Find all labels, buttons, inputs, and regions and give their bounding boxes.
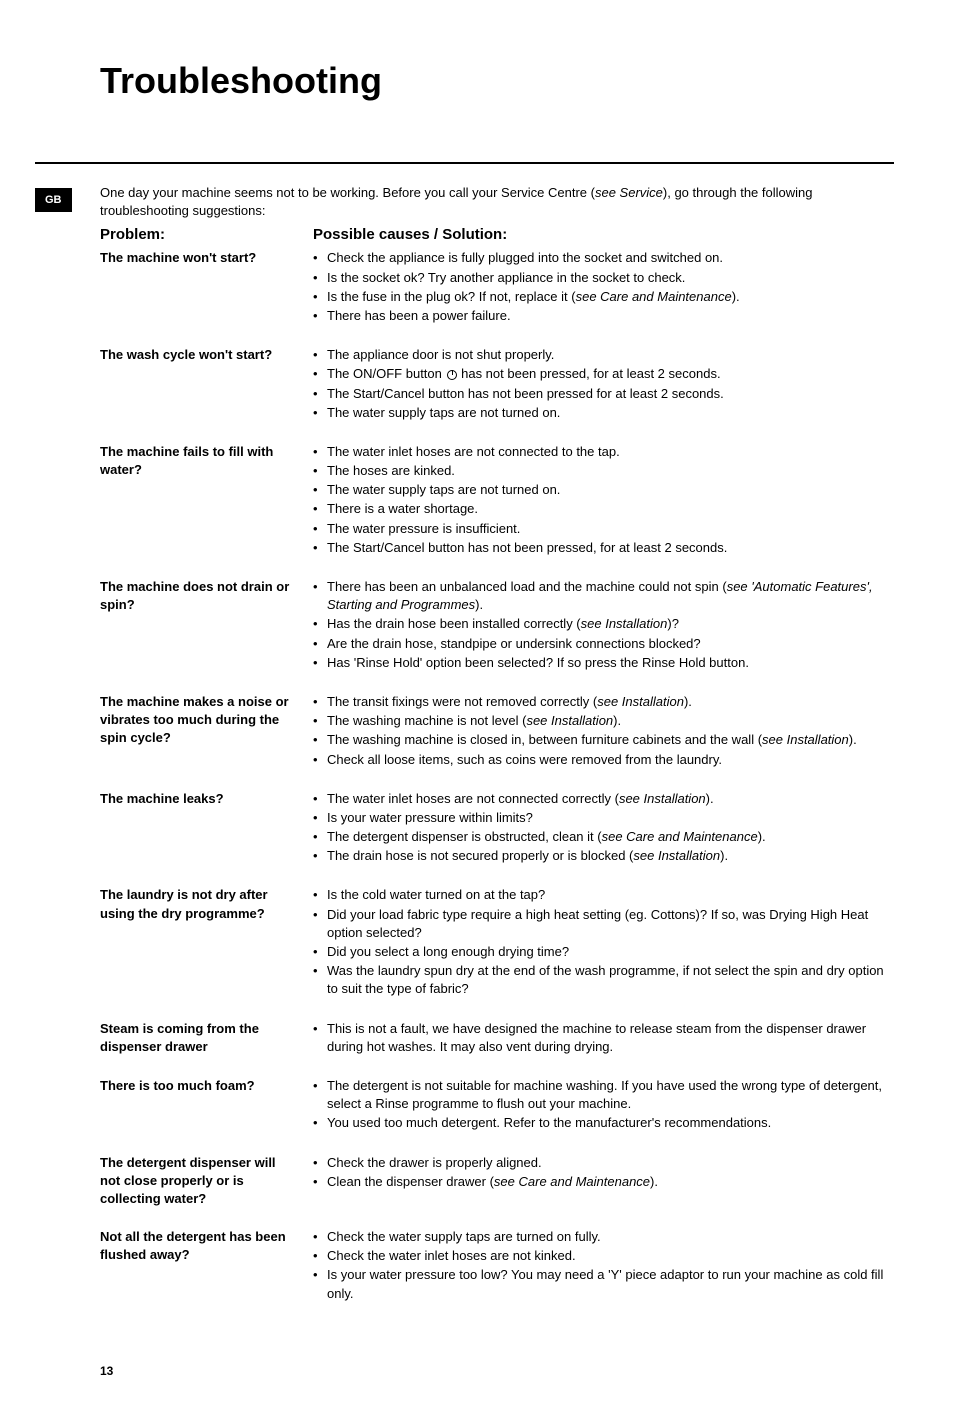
solution-list: The transit fixings were not removed cor… <box>313 693 894 770</box>
solution-item: Check the drawer is properly aligned. <box>313 1154 894 1172</box>
header-solution: Possible causes / Solution: <box>313 226 894 243</box>
solution-list: Check the drawer is properly aligned.Cle… <box>313 1154 894 1209</box>
table-row: The machine does not drain or spin?There… <box>100 578 894 673</box>
main-content: One day your machine seems not to be wor… <box>100 184 894 1324</box>
solution-list: Check the water supply taps are turned o… <box>313 1228 894 1304</box>
title-divider <box>35 162 894 164</box>
problem-text: The machine leaks? <box>100 790 313 867</box>
solution-item: Is your water pressure within limits? <box>313 809 894 827</box>
solution-item: Check the water inlet hoses are not kink… <box>313 1247 894 1265</box>
problem-text: The machine fails to fill with water? <box>100 443 313 558</box>
solution-item: The detergent dispenser is obstructed, c… <box>313 828 894 846</box>
solution-item: The washing machine is not level (see In… <box>313 712 894 730</box>
problem-text: The laundry is not dry after using the d… <box>100 886 313 999</box>
table-row: The detergent dispenser will not close p… <box>100 1154 894 1209</box>
problem-text: The machine does not drain or spin? <box>100 578 313 673</box>
language-badge: GB <box>35 188 72 212</box>
solution-item: The detergent is not suitable for machin… <box>313 1077 894 1113</box>
solution-list: Is the cold water turned on at the tap? D… <box>313 886 894 999</box>
solution-item: Did your load fabric type require a high… <box>313 906 894 942</box>
solution-item: There has been a power failure. <box>313 307 894 325</box>
solution-list: The water inlet hoses are not connected … <box>313 443 894 558</box>
table-row: The machine won't start?Check the applia… <box>100 249 894 326</box>
table-row: There is too much foam?The detergent is … <box>100 1077 894 1134</box>
problem-text: The wash cycle won't start? <box>100 346 313 423</box>
solution-item: Is the fuse in the plug ok? If not, repl… <box>313 288 894 306</box>
intro-text: One day your machine seems not to be wor… <box>100 184 894 220</box>
solution-item: This is not a fault, we have designed th… <box>313 1020 894 1056</box>
solution-item: Check the appliance is fully plugged int… <box>313 249 894 267</box>
header-problem: Problem: <box>100 226 313 243</box>
solution-item: Is the cold water turned on at the tap? <box>313 886 894 904</box>
troubleshooting-table: The machine won't start?Check the applia… <box>100 249 894 1303</box>
solution-item: Check all loose items, such as coins wer… <box>313 751 894 769</box>
problem-text: The detergent dispenser will not close p… <box>100 1154 313 1209</box>
table-row: Not all the detergent has been flushed a… <box>100 1228 894 1304</box>
solution-list: The appliance door is not shut properly.… <box>313 346 894 423</box>
page-title: Troubleshooting <box>100 60 894 102</box>
solution-item: The drain hose is not secured properly o… <box>313 847 894 865</box>
solution-item: The ON/OFF button has not been pressed, … <box>313 365 894 383</box>
page-number: 13 <box>100 1364 894 1378</box>
solution-item: Has the drain hose been installed correc… <box>313 615 894 633</box>
table-row: The machine fails to fill with water?The… <box>100 443 894 558</box>
solution-item: The water supply taps are not turned on. <box>313 404 894 422</box>
solution-item: The appliance door is not shut properly. <box>313 346 894 364</box>
solution-item: Did you select a long enough drying time… <box>313 943 894 961</box>
table-row: The machine leaks?The water inlet hoses … <box>100 790 894 867</box>
solution-item: Are the drain hose, standpipe or undersi… <box>313 635 894 653</box>
intro-ref: see Service <box>595 185 663 200</box>
solution-item: You used too much detergent. Refer to th… <box>313 1114 894 1132</box>
solution-item: The transit fixings were not removed cor… <box>313 693 894 711</box>
solution-item: The water pressure is insufficient. <box>313 520 894 538</box>
content-wrapper: GB One day your machine seems not to be … <box>35 184 894 1324</box>
solution-item: There is a water shortage. <box>313 500 894 518</box>
solution-list: The detergent is not suitable for machin… <box>313 1077 894 1134</box>
solution-item: The water inlet hoses are not connected … <box>313 443 894 461</box>
problem-text: There is too much foam? <box>100 1077 313 1134</box>
table-row: The wash cycle won't start?The appliance… <box>100 346 894 423</box>
solution-list: This is not a fault, we have designed th… <box>313 1020 894 1057</box>
solution-item: Has 'Rinse Hold' option been selected? I… <box>313 654 894 672</box>
sidebar: GB <box>35 184 100 212</box>
solution-item: The washing machine is closed in, betwee… <box>313 731 894 749</box>
solution-list: Check the appliance is fully plugged int… <box>313 249 894 326</box>
problem-text: Steam is coming from the dispenser drawe… <box>100 1020 313 1057</box>
solution-item: Is the socket ok? Try another appliance … <box>313 269 894 287</box>
solution-item: There has been an unbalanced load and th… <box>313 578 894 614</box>
solution-list: There has been an unbalanced load and th… <box>313 578 894 673</box>
solution-item: The Start/Cancel button has not been pre… <box>313 385 894 403</box>
intro-before: One day your machine seems not to be wor… <box>100 185 595 200</box>
column-headers: Problem: Possible causes / Solution: <box>100 226 894 243</box>
solution-item: The water supply taps are not turned on. <box>313 481 894 499</box>
solution-item: The Start/Cancel button has not been pre… <box>313 539 894 557</box>
solution-item: The water inlet hoses are not connected … <box>313 790 894 808</box>
table-row: Steam is coming from the dispenser drawe… <box>100 1020 894 1057</box>
problem-text: The machine won't start? <box>100 249 313 326</box>
solution-item: Check the water supply taps are turned o… <box>313 1228 894 1246</box>
solution-item: Is your water pressure too low? You may … <box>313 1266 894 1302</box>
solution-item: Clean the dispenser drawer (see Care and… <box>313 1173 894 1191</box>
solution-item: The hoses are kinked. <box>313 462 894 480</box>
table-row: The laundry is not dry after using the d… <box>100 886 894 999</box>
table-row: The machine makes a noise or vibrates to… <box>100 693 894 770</box>
problem-text: The machine makes a noise or vibrates to… <box>100 693 313 770</box>
problem-text: Not all the detergent has been flushed a… <box>100 1228 313 1304</box>
solution-list: The water inlet hoses are not connected … <box>313 790 894 867</box>
solution-item: Was the laundry spun dry at the end of t… <box>313 962 894 998</box>
